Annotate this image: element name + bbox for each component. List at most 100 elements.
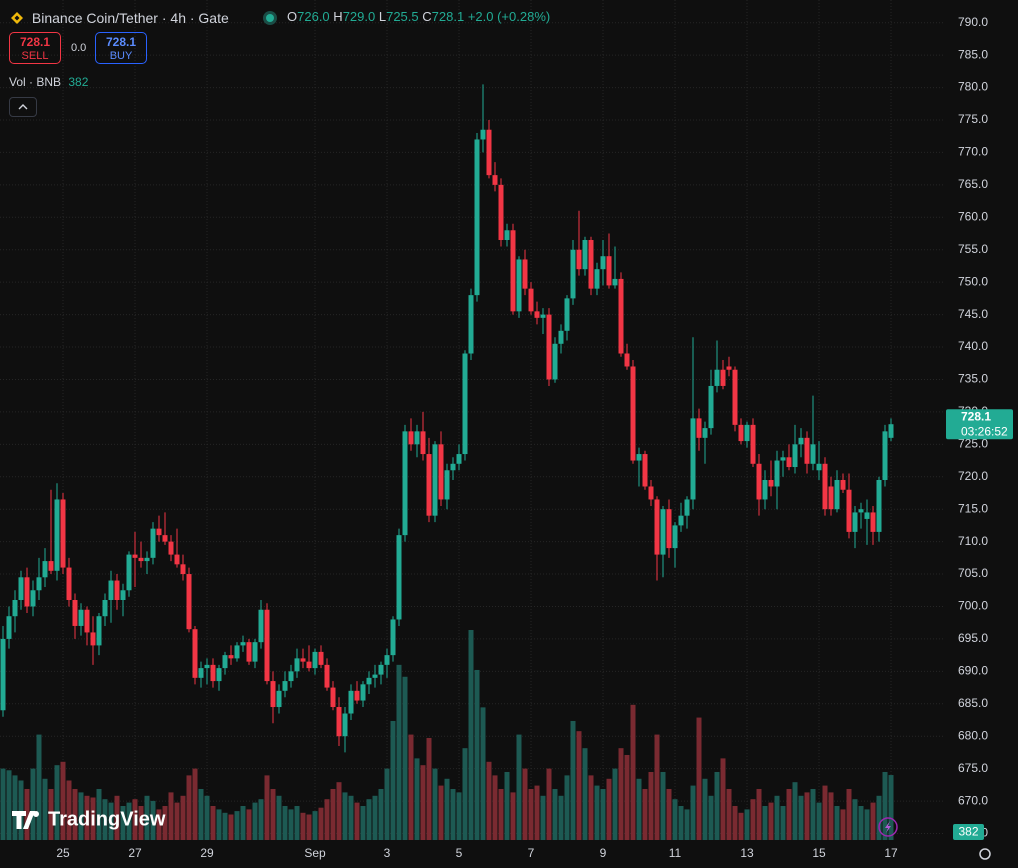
volume-bar: [696, 717, 702, 840]
candle-body: [330, 687, 336, 708]
candle-body: [630, 366, 636, 461]
volume-bar: [570, 720, 576, 840]
buy-button[interactable]: 728.1 BUY: [95, 32, 147, 64]
volume-bar: [396, 664, 402, 840]
candle-body: [522, 259, 528, 289]
candle-body: [774, 460, 780, 487]
volume-bar: [336, 782, 342, 840]
candle-body: [720, 369, 726, 386]
volume-bar: [138, 805, 144, 840]
candle-body: [258, 609, 264, 643]
candle-body: [846, 489, 852, 532]
volume-bar: [534, 785, 540, 840]
candle-body: [30, 590, 36, 607]
volume-bar: [180, 795, 186, 840]
candle-body: [312, 651, 318, 669]
candle-body: [618, 278, 624, 354]
candle-body: [546, 314, 552, 380]
volume-bar: [264, 775, 270, 840]
collapse-button[interactable]: [9, 97, 37, 117]
candle-body: [42, 561, 48, 578]
volume-bar: [678, 805, 684, 840]
volume-bar: [258, 799, 264, 840]
volume-bar: [324, 799, 330, 840]
volume-bar: [408, 734, 414, 840]
candle-body: [444, 470, 450, 500]
volume-bar: [96, 788, 102, 840]
volume-bar: [456, 792, 462, 840]
alert-icon[interactable]: [878, 817, 898, 837]
volume-bar: [288, 809, 294, 840]
x-tick-label: 29: [200, 846, 214, 860]
volume-bar: [630, 704, 636, 840]
sell-label: SELL: [21, 50, 49, 62]
volume-bar: [276, 795, 282, 840]
candle-body: [504, 230, 510, 240]
candle-body: [486, 129, 492, 176]
volume-bar: [36, 734, 42, 840]
y-tick-label: 790.0: [958, 15, 988, 29]
volume-bar: [216, 809, 222, 840]
candle-body: [354, 690, 360, 701]
candle-body: [468, 295, 474, 354]
volume-bar: [450, 788, 456, 840]
ohlc-legend: O726.0 H729.0 L725.5 C728.1 +2.0 (+0.28%…: [287, 9, 550, 24]
candle-body: [480, 129, 486, 140]
candle-body: [750, 424, 756, 464]
ohlc-key: C: [422, 9, 432, 24]
candle-body: [174, 554, 180, 565]
y-tick-label: 780.0: [958, 80, 988, 94]
candle-body: [432, 444, 438, 516]
volume-bar: [576, 731, 582, 840]
volume-bar: [318, 807, 324, 840]
candle-body: [690, 418, 696, 500]
x-tick-label: 5: [456, 846, 463, 860]
y-tick-label: 695.0: [958, 631, 988, 645]
volume-bar: [60, 761, 66, 840]
volume-bar: [54, 765, 60, 840]
volume-bar: [720, 758, 726, 840]
volume-bar: [204, 795, 210, 840]
volume-bar: [876, 795, 882, 840]
candle-body: [666, 509, 672, 549]
candle-body: [612, 278, 618, 286]
candle-body: [420, 431, 426, 455]
candle-body: [264, 609, 270, 682]
status-dot: [263, 11, 277, 25]
volume-bar: [492, 775, 498, 840]
y-tick-label: 700.0: [958, 599, 988, 613]
candle-body: [108, 580, 114, 600]
candle-body: [360, 684, 366, 701]
y-tick-label: 710.0: [958, 534, 988, 548]
settings-icon[interactable]: [979, 848, 991, 860]
volume-bar: [690, 785, 696, 840]
volume-bar: [618, 748, 624, 840]
candle-body: [816, 463, 822, 471]
volume-bar: [72, 788, 78, 840]
candle-body: [36, 577, 42, 591]
volume-bar: [372, 795, 378, 840]
volume-bar: [816, 802, 822, 840]
volume-bar: [102, 799, 108, 840]
candle-body: [216, 668, 222, 682]
ohlc-value: 725.5: [386, 9, 419, 24]
x-tick-label: 7: [528, 846, 535, 860]
volume-bar: [306, 814, 312, 840]
alert-bolt: [885, 821, 891, 833]
price-tag: [946, 409, 1013, 440]
candle-body: [384, 655, 390, 665]
volume-bar: [6, 770, 12, 840]
symbol[interactable]: Binance Coin/Tether · 4h · Gate: [10, 9, 229, 26]
volume-bar: [726, 788, 732, 840]
y-tick-label: 740.0: [958, 339, 988, 353]
volume-bar: [270, 788, 276, 840]
candle-body: [204, 664, 210, 669]
candle-body: [348, 690, 354, 714]
sell-button[interactable]: 728.1 SELL: [9, 32, 61, 64]
candle-body: [744, 424, 750, 442]
candle-body: [510, 230, 516, 312]
candle-body: [606, 256, 612, 286]
candle-body: [828, 486, 834, 510]
volume-bar: [504, 771, 510, 840]
x-tick-label: 3: [384, 846, 391, 860]
